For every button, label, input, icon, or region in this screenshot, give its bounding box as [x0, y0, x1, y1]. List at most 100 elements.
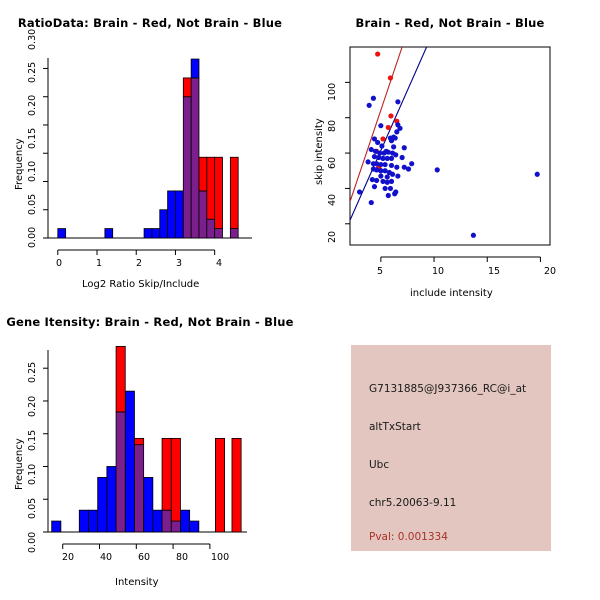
scatter-point-not-42 [382, 168, 388, 174]
scatter-point-not-32 [378, 161, 384, 168]
scatter-point-not-38 [394, 164, 400, 170]
scatter-point-not-16 [368, 146, 374, 153]
gene-xtick-0: 20 [62, 552, 75, 563]
scatter-point-not-47 [534, 171, 540, 177]
gene-intensity-svg [43, 345, 247, 549]
scatter-point-brain-0 [375, 51, 381, 57]
ratio-bar-overlap-12 [229, 228, 239, 239]
scatter-point-not-7 [371, 136, 378, 142]
ratio-bar-red-0 [182, 77, 192, 98]
gene-intensity-xlabel: Intensity [115, 577, 159, 588]
scatter-point-not-26 [380, 155, 386, 161]
scatter-point-not-14 [391, 144, 397, 150]
scatter-point-not-37 [401, 164, 407, 170]
ratio-bar-overlap-7 [182, 96, 192, 239]
ratio-histogram-panel: RatioData: Brain - Red, Not Brain - Blue… [0, 0, 300, 300]
scatter-point-not-61 [392, 191, 398, 197]
gene-bar-blue-1 [78, 509, 89, 533]
scatter-point-brain-5 [380, 136, 386, 142]
scatter-point-not-58 [356, 189, 363, 195]
scatter-xlabel: include intensity [410, 288, 493, 299]
gene-xtick-3: 80 [176, 552, 189, 563]
gene-info-panel: G7131885@J937366_RC@i_at altTxStart Ubc … [300, 300, 600, 600]
pval-text: Pval: 0.001334 [369, 531, 448, 543]
gene-symbol-text: Ubc [369, 459, 390, 471]
scatter-point-not-11 [392, 135, 398, 141]
ratio-bar-overlap-8 [190, 77, 200, 239]
ratio-bar-blue-2 [143, 228, 153, 239]
gene-bar-overlap-7 [134, 444, 145, 533]
scatter-point-not-36 [409, 161, 415, 167]
scatter-point-not-40 [373, 167, 380, 173]
gene-bar-blue-4 [106, 466, 117, 533]
scatter-point-not-2 [395, 99, 401, 105]
ratio-xtick-4: 4 [216, 258, 223, 269]
ratio-bar-overlap-10 [206, 218, 216, 239]
ratio-bar-blue-5 [167, 190, 176, 239]
scatter-point-not-1 [366, 102, 372, 108]
scatter-point-not-63 [378, 173, 384, 179]
ratio-bar-overlap-9 [198, 190, 208, 239]
ratio-xtick-3: 3 [176, 258, 183, 269]
ratio-bar-blue-3 [151, 228, 161, 239]
scatter-title: Brain - Red, Not Brain - Blue [355, 16, 545, 30]
ratio-histogram-xlabel: Log2 Ratio Skip/Include [82, 279, 200, 290]
gene-bar-overlap-5 [115, 411, 126, 533]
gene-bar-blue-12 [180, 509, 191, 533]
scatter-point-not-13 [379, 143, 385, 149]
scatter-point-not-64 [384, 174, 390, 180]
scatter-point-not-45 [405, 166, 412, 172]
ratio-bar-blue-0 [57, 228, 67, 239]
scatter-point-not-21 [385, 149, 391, 155]
scatter-point-not-60 [385, 192, 391, 199]
scatter-panel: Brain - Red, Not Brain - Blue skip inten… [300, 0, 600, 300]
scatter-point-not-56 [387, 185, 394, 192]
gene-bar-blue-6 [124, 390, 135, 533]
scatter-content [350, 47, 540, 238]
gene-bar-red-5 [231, 437, 242, 533]
gene-bar-blue-0 [51, 520, 62, 533]
scatter-point-not-3 [378, 123, 384, 129]
ratio-bar-blue-4 [159, 209, 169, 239]
ratio-bar-blue-1 [104, 228, 114, 239]
scatter-point-not-53 [395, 173, 401, 179]
scatter-point-not-27 [384, 155, 390, 161]
scatter-point-not-62 [470, 232, 477, 238]
scatter-point-not-0 [370, 95, 377, 101]
scatter-plot-frame [349, 46, 551, 246]
scatter-point-not-54 [371, 184, 378, 190]
gene-xtick-1: 40 [100, 552, 113, 563]
gene-bar-red-4 [215, 437, 226, 533]
gene-xtick-2: 60 [138, 552, 151, 563]
scatter-point-not-48 [369, 176, 375, 183]
scatter-point-not-52 [388, 178, 395, 184]
scatter-point-brain-2 [388, 113, 394, 119]
scatter-point-not-15 [401, 145, 407, 151]
scatter-point-not-41 [378, 168, 384, 174]
gene-intensity-panel: Gene Itensity: Brain - Red, Not Brain - … [0, 300, 300, 600]
scatter-point-not-46 [434, 167, 440, 173]
scatter-xtick-2: 15 [488, 266, 501, 277]
scatter-xtick-1: 10 [432, 266, 445, 277]
scatter-xtick-0: 5 [377, 266, 384, 277]
scatter-point-not-35 [399, 154, 405, 161]
ratio-bar-overlap-11 [214, 228, 223, 239]
ratio-xtick-0: 0 [56, 258, 63, 269]
scatter-point-not-17 [372, 148, 379, 154]
gene-xtick-4: 100 [211, 552, 230, 563]
gene-bar-blue-2 [88, 509, 99, 533]
scatter-point-not-49 [373, 177, 380, 184]
ratio-histogram-svg [43, 58, 252, 255]
ratio-bar-red-4 [214, 156, 223, 229]
scatter-point-not-50 [380, 178, 386, 184]
locus-text: chr5.20063-9.11 [369, 497, 457, 509]
gene-intensity-title: Gene Itensity: Brain - Red, Not Brain - … [6, 315, 294, 329]
gene-bar-blue-9 [152, 509, 163, 533]
scatter-point-not-55 [382, 185, 388, 192]
scatter-point-not-31 [373, 161, 380, 167]
scatter-point-not-18 [377, 150, 383, 156]
ratio-xtick-1: 1 [96, 258, 103, 269]
scatter-point-not-33 [382, 161, 388, 168]
scatter-point-not-25 [376, 154, 382, 161]
